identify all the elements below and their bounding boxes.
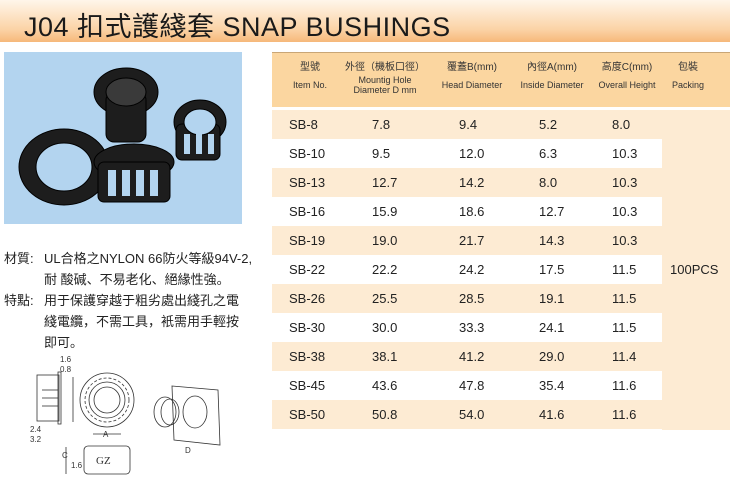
table-cell: 8.0 [612, 117, 631, 132]
header-item: 型號 Item No. [292, 62, 327, 90]
svg-text:1.6: 1.6 [60, 355, 72, 364]
table-cell: 17.5 [539, 262, 565, 277]
feature-note: 特點: 用于保護穿越于粗劣處出綫孔之電 綫電纜，不需工具，衹需用手輕按 即可。 [4, 293, 240, 350]
table-cell: 14.3 [539, 233, 565, 248]
title-bar: J04 扣式護綫套 SNAP BUSHINGS [0, 0, 730, 42]
table-cell: 33.3 [459, 320, 485, 335]
table-cell: 50.8 [372, 407, 398, 422]
table-row: SB-22 22.2 24.2 17.5 11.5 [272, 255, 662, 284]
table-cell: 12.7 [372, 175, 398, 190]
table-cell: 10.3 [612, 175, 638, 190]
table-cell: 12.7 [539, 204, 565, 219]
svg-text:3.2: 3.2 [30, 435, 42, 444]
table-cell: SB-30 [289, 320, 326, 335]
table-cell: 11.4 [612, 349, 637, 364]
table-cell: 10.3 [612, 146, 638, 161]
table-cell: 15.9 [372, 204, 398, 219]
table-row: SB-45 43.6 47.8 35.4 11.6 [272, 371, 662, 400]
table-cell: SB-38 [289, 349, 326, 364]
table-cell: 41.2 [459, 349, 485, 364]
table-cell: 9.4 [459, 117, 478, 132]
table-row: SB-30 30.0 33.3 24.1 11.5 [272, 313, 662, 342]
table-row: SB-38 38.1 41.2 29.0 11.4 [272, 342, 662, 371]
svg-text:C: C [62, 451, 68, 460]
table-cell: 11.6 [612, 378, 637, 393]
header-head: 覆蓋B(mm) Head Diameter [441, 62, 503, 90]
material-note: 材質: UL合格之NYLON 66防火等級94V-2, 耐 酸碱、不易老化、絕緣性… [4, 251, 253, 287]
table-row: SB-16 15.9 18.6 12.7 10.3 [272, 197, 662, 226]
table-cell: 30.0 [372, 320, 398, 335]
table-cell: 41.6 [539, 407, 565, 422]
table-cell: 6.3 [539, 146, 558, 161]
table-cell: 18.6 [459, 204, 485, 219]
table-cell: 54.0 [459, 407, 485, 422]
header-inside: 內徑A(mm) Inside Diameter [520, 62, 584, 90]
table-cell: 8.0 [539, 175, 558, 190]
table-cell: 5.2 [539, 117, 558, 132]
table-row: SB-26 25.5 28.5 19.1 11.5 [272, 284, 662, 313]
table-cell: 35.4 [539, 378, 565, 393]
table-cell: SB-45 [289, 378, 326, 393]
table-cell: 25.5 [372, 291, 398, 306]
header-packing: 包裝 Packing [671, 62, 705, 90]
table-cell: 21.7 [459, 233, 485, 248]
table-cell: SB-13 [289, 175, 326, 190]
table-cell: SB-19 [289, 233, 326, 248]
svg-text:GZ: GZ [96, 455, 111, 467]
table-row: SB-50 50.8 54.0 41.6 11.6 [272, 400, 662, 429]
technical-drawing: 1.6 0.8 2.4 3.2 A C 1.6 D GZ [0, 350, 260, 485]
table-row: SB-8 7.8 9.4 5.2 8.0 [272, 110, 662, 139]
table-cell: 28.5 [459, 291, 485, 306]
table-row: SB-19 19.0 21.7 14.3 10.3 [272, 226, 662, 255]
table-cell: SB-8 [289, 117, 318, 132]
table-cell: SB-10 [289, 146, 326, 161]
table-cell: 19.0 [372, 233, 398, 248]
table-cell: 10.3 [612, 233, 638, 248]
svg-text:1.6: 1.6 [71, 461, 83, 470]
table-cell: 11.5 [612, 291, 637, 306]
table-cell: 19.1 [539, 291, 565, 306]
packing-value: 100PCS [670, 262, 719, 277]
header-height: 高度C(mm) Overall Height [598, 62, 656, 90]
product-notes: 材質: UL合格之NYLON 66防火等級94V-2, 耐 酸碱、不易老化、絕緣性… [4, 248, 252, 353]
table-cell: 11.6 [612, 407, 637, 422]
table-row: SB-13 12.7 14.2 8.0 10.3 [272, 168, 662, 197]
table-cell: SB-22 [289, 262, 326, 277]
table-cell: 9.5 [372, 146, 391, 161]
table-cell: 22.2 [372, 262, 398, 277]
product-photo [4, 52, 242, 224]
table-header: 型號 Item No. 外徑（機板口徑） Mountig Hole Diameter… [272, 52, 730, 107]
table-cell: 29.0 [539, 349, 565, 364]
svg-text:D: D [185, 446, 191, 455]
table-cell: 12.0 [459, 146, 485, 161]
packing-column [662, 110, 730, 430]
table-cell: 14.2 [459, 175, 485, 190]
svg-text:0.8: 0.8 [60, 365, 72, 374]
table-cell: 43.6 [372, 378, 398, 393]
page-title: J04 扣式護綫套 SNAP BUSHINGS [24, 12, 451, 42]
table-cell: SB-50 [289, 407, 326, 422]
table-row: SB-10 9.5 12.0 6.3 10.3 [272, 139, 662, 168]
table-cell: 11.5 [612, 262, 637, 277]
svg-text:A: A [103, 430, 109, 439]
svg-text:2.4: 2.4 [30, 425, 42, 434]
table-cell: SB-26 [289, 291, 326, 306]
table-cell: 24.1 [539, 320, 565, 335]
table-cell: 24.2 [459, 262, 485, 277]
specs-table: 型號 Item No. 外徑（機板口徑） Mountig Hole Diameter… [272, 52, 730, 430]
table-cell: 38.1 [372, 349, 398, 364]
header-hole: 外徑（機板口徑） Mountig Hole Diameter D mm [345, 62, 425, 95]
table-cell: 10.3 [612, 204, 638, 219]
table-cell: 47.8 [459, 378, 485, 393]
table-cell: 11.5 [612, 320, 637, 335]
table-cell: SB-16 [289, 204, 326, 219]
table-cell: 7.8 [372, 117, 391, 132]
